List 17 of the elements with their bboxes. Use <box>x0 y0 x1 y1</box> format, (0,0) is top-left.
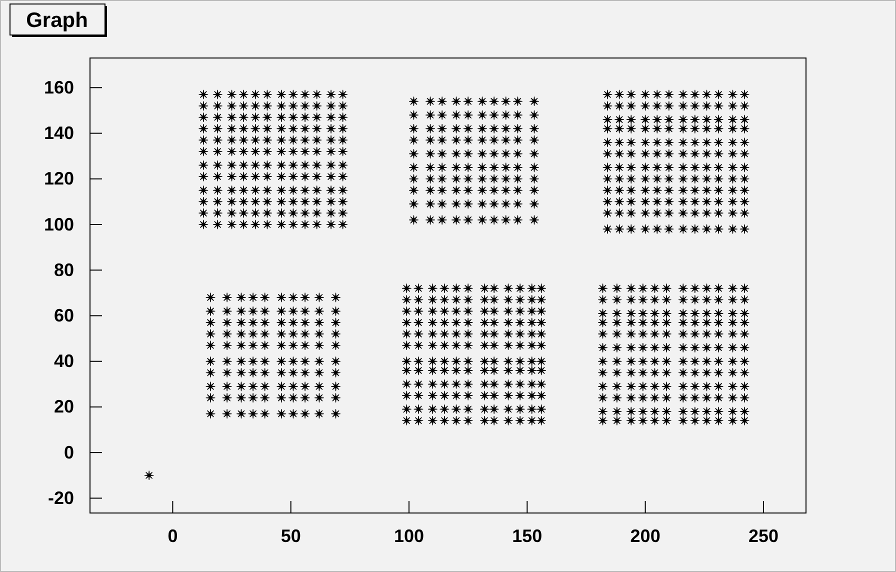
y-tick-label: 140 <box>44 123 74 144</box>
x-tick-label: 250 <box>748 526 778 546</box>
y-tick-label: 80 <box>54 260 74 280</box>
y-tick-label: 60 <box>54 305 74 326</box>
y-tick-label: 20 <box>54 396 74 417</box>
y-tick-label: 100 <box>44 214 74 234</box>
y-tick-label: 0 <box>64 442 74 462</box>
y-tick-label: 120 <box>44 168 74 189</box>
x-tick-label: 50 <box>280 526 301 546</box>
x-tick-label: 0 <box>168 526 178 546</box>
chart-title: Graph <box>26 9 88 32</box>
y-tick-label: 160 <box>44 77 74 98</box>
x-tick-label: 200 <box>630 526 660 546</box>
x-tick-label: 100 <box>394 526 424 546</box>
y-tick-label: 40 <box>54 351 74 372</box>
y-tick-label: -20 <box>48 488 74 508</box>
x-tick-label: 150 <box>512 526 542 546</box>
